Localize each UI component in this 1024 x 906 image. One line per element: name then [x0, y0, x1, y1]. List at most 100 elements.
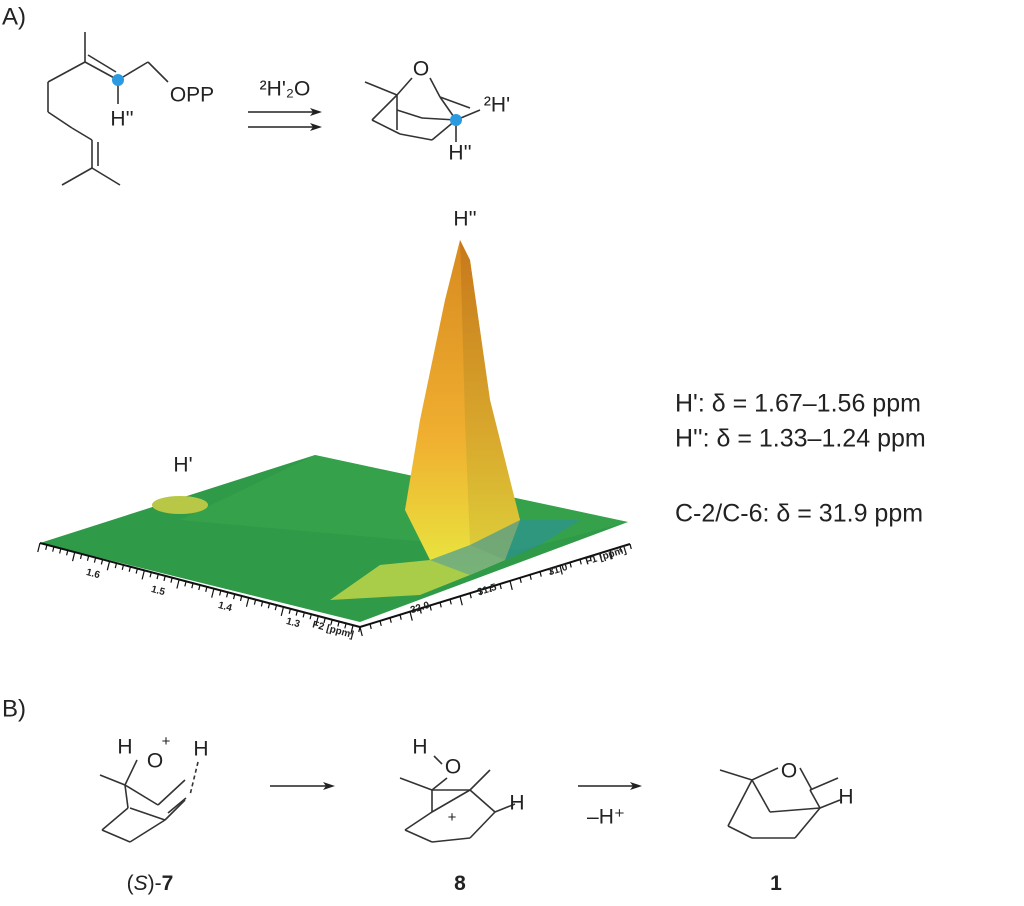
tick: [419, 608, 422, 614]
tick: [449, 599, 452, 605]
f2-tick-label: 1.3: [285, 616, 302, 630]
bond: [727, 825, 753, 839]
tick: [86, 555, 90, 561]
chemical-shift: C-2/C-6: δ = 31.9 ppm: [675, 500, 923, 528]
tick: [337, 621, 340, 627]
bond: [799, 767, 813, 791]
tick: [274, 604, 278, 611]
atom-label: ²H'₂O: [260, 78, 311, 101]
tick: [459, 596, 463, 606]
bond: [91, 167, 121, 186]
bond: [751, 767, 779, 781]
bond: [129, 807, 166, 821]
bond: [396, 77, 413, 96]
tick: [389, 617, 392, 623]
tick: [135, 568, 138, 574]
tick: [359, 626, 363, 637]
bond: [494, 803, 516, 813]
axis-title: F2 [ppm]: [311, 619, 355, 641]
tick: [579, 559, 582, 565]
bond: [47, 111, 73, 129]
bond: [87, 54, 117, 73]
panel-label: B): [2, 695, 26, 722]
bond: [364, 81, 398, 96]
atom-label: H'': [448, 142, 471, 165]
bond: [469, 769, 491, 791]
tick: [149, 572, 152, 578]
tick: [539, 571, 542, 577]
chemical-shift: H'': δ = 1.33–1.24 ppm: [675, 425, 926, 453]
tick: [93, 557, 97, 563]
tick: [52, 546, 55, 552]
tick: [191, 583, 194, 589]
tick: [253, 599, 257, 605]
bond: [809, 789, 821, 809]
bond: [809, 777, 839, 791]
bond: [396, 109, 423, 119]
tick: [344, 623, 347, 629]
tick: [79, 553, 83, 560]
tick: [549, 568, 552, 574]
tick: [245, 597, 250, 607]
bond: [404, 829, 433, 843]
f2-tick-label: 1.6: [85, 567, 102, 581]
bond: [399, 133, 433, 141]
tick: [479, 589, 482, 596]
peak-base: [430, 520, 580, 575]
tick: [260, 601, 264, 607]
chemical-shift: H': δ = 1.67–1.56 ppm: [675, 390, 921, 418]
arrowhead: [310, 123, 322, 131]
tick: [59, 548, 62, 554]
tick: [114, 562, 118, 569]
f1-tick-label: 31.5: [476, 582, 498, 598]
atom-label: H: [838, 786, 853, 809]
tick: [529, 574, 532, 580]
tick: [589, 556, 592, 562]
tick: [225, 592, 229, 598]
atom-label: O: [413, 58, 429, 81]
bond: [124, 784, 129, 809]
tick: [71, 551, 76, 562]
panel-label: A): [2, 3, 26, 30]
ridge: [330, 560, 470, 600]
atom-label: H'': [110, 108, 133, 131]
bond: [371, 94, 398, 121]
tick: [205, 586, 208, 592]
axis-title: F1 [ppm]: [584, 545, 628, 568]
labeled-carbon: [450, 114, 462, 126]
tick: [128, 566, 132, 572]
label-part: )-: [148, 872, 162, 895]
tick: [409, 611, 413, 621]
bond: [124, 759, 138, 786]
tick: [295, 610, 298, 616]
tick: [198, 584, 201, 591]
tick: [469, 593, 472, 599]
tick: [176, 579, 180, 589]
bond: [399, 777, 433, 791]
bond: [84, 61, 119, 81]
tick: [163, 575, 166, 582]
bond: [101, 829, 131, 843]
peak-face: [460, 240, 520, 560]
tick: [37, 542, 41, 553]
bond: [404, 811, 433, 831]
tick: [599, 553, 602, 559]
tick: [330, 619, 333, 625]
tick: [559, 565, 563, 575]
tick: [519, 577, 522, 583]
bond: [157, 779, 186, 806]
atom-label: H'': [453, 208, 476, 231]
bond: [167, 797, 187, 814]
label-part: (: [127, 872, 134, 895]
tick: [302, 612, 305, 618]
tick: [489, 586, 492, 593]
axis: [359, 543, 631, 628]
label-part: S: [134, 872, 148, 895]
tick: [379, 620, 382, 626]
tick: [100, 559, 104, 565]
bond: [101, 807, 129, 831]
tick: [619, 546, 622, 553]
bond: [819, 799, 841, 809]
bond: [189, 761, 199, 796]
